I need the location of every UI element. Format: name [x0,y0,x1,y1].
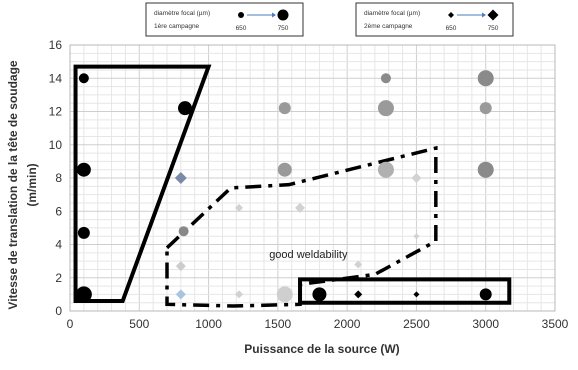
legend-arrow-head [482,12,486,18]
data-point-diamond [235,203,244,212]
y-tick-label: 0 [55,304,62,318]
legend-title: diamètre focal (µm) [364,10,420,17]
data-point-circle [477,70,494,87]
y-axis-label-unit: (m/min) [25,163,39,206]
data-point-diamond [175,261,186,272]
data-point-circle [77,226,90,239]
legend-marker-small [448,12,454,18]
annotation-label: good weldability [269,249,348,261]
legend-campaign: 2ème campagne [364,23,413,30]
y-tick-label: 16 [49,38,63,52]
legend-1: diamètre focal (µm) 1ère campagne 650 750 [145,2,304,37]
x-tick-label: 2500 [403,317,430,331]
legend-min-label: 650 [446,25,457,32]
region-1 [73,64,212,304]
data-point-circle [377,100,394,117]
data-point-circle [479,288,492,301]
data-point-circle [380,73,391,84]
annotations: good weldability [269,249,348,261]
legend-max-label: 750 [278,25,289,32]
y-tick-label: 2 [55,271,62,285]
x-tick-label: 500 [129,317,149,331]
x-tick-label: 0 [67,317,74,331]
data-points [75,70,494,303]
legend-min-label: 650 [236,25,247,32]
y-axis-label: Vitesse de translation de la tête de sou… [6,60,20,310]
legend-campaign: 1ère campagne [154,23,200,30]
legend-max-label: 750 [488,25,499,32]
y-tick-label: 4 [55,238,62,252]
data-point-circle [479,102,492,115]
x-axis-label: Puissance de la source (W) [244,342,399,356]
data-point-diamond [354,260,363,269]
data-point-circle [312,287,327,302]
x-tick-label: 2000 [334,317,361,331]
x-tick-label: 3000 [472,317,499,331]
y-tick-label: 6 [55,204,62,218]
legend-marker-large [487,9,499,21]
region-3 [165,145,438,308]
data-point-diamond [295,202,306,213]
data-point-circle [78,73,89,84]
x-tick-label: 1500 [265,317,292,331]
data-point-diamond [413,291,420,298]
legend-marker-small [238,12,244,18]
x-tick-label: 1000 [195,317,222,331]
regions [73,64,512,308]
data-point-circle [276,286,293,303]
legend-arrow-head [272,12,276,18]
legend-2: diamètre focal (µm) 2ème campagne 650 750 [355,2,514,37]
legend-title: diamètre focal (µm) [154,10,210,17]
y-tick-label: 8 [55,171,62,185]
legend-box [355,2,514,37]
data-point-circle [178,226,189,237]
data-point-diamond [174,172,187,184]
data-point-diamond [411,173,422,183]
data-point-circle [277,162,292,177]
legend-marker-large [277,9,289,21]
legend-box [145,2,304,37]
x-tick-label: 3500 [542,317,569,331]
data-point-circle [278,102,291,115]
data-point-circle [75,286,92,303]
plot-frame [69,44,556,312]
data-point-circle [477,161,494,178]
axes: 0 500 1000 1500 2000 2500 3000 3500 0 2 4 6 8 10 12 14 1… [49,38,569,331]
data-point-circle [377,161,394,178]
data-point-diamond [413,233,420,240]
y-tick-label: 14 [49,71,63,85]
legends: diamètre focal (µm)1ère campagne 650 750di… [145,2,514,37]
data-point-diamond [235,290,244,299]
y-tick-label: 10 [49,138,63,152]
data-point-circle [178,101,193,116]
y-tick-label: 12 [49,105,63,119]
data-point-diamond [175,289,186,300]
data-point-diamond [354,290,363,299]
data-point-circle [76,162,91,177]
